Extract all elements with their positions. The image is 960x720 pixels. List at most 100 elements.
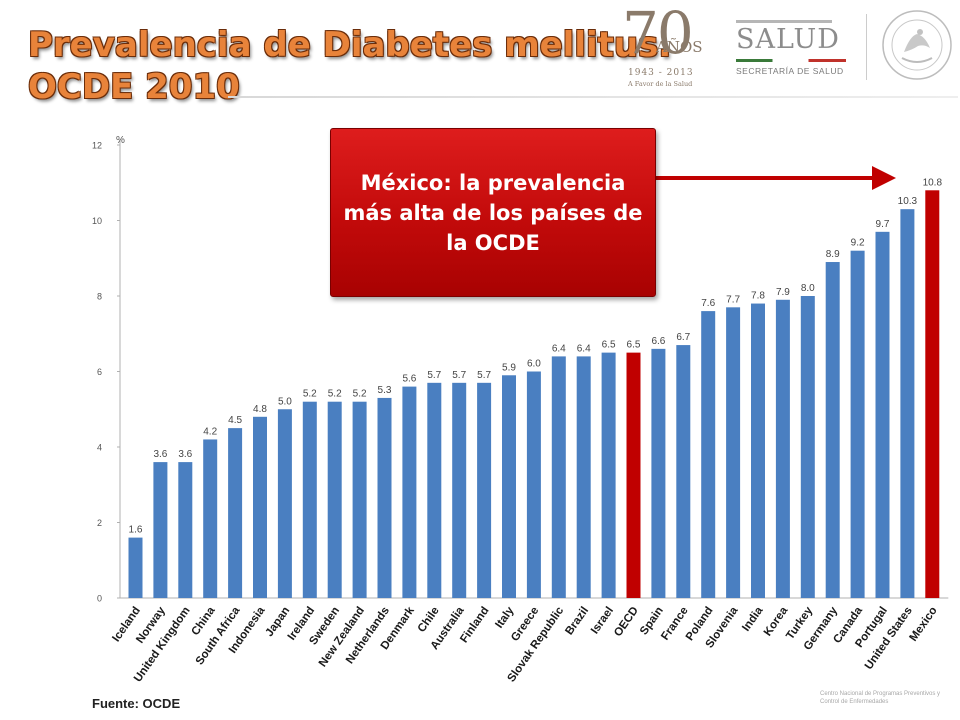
bar-australia [452, 382, 467, 598]
data-label: 7.8 [751, 291, 765, 302]
y-tick-label: 10 [92, 216, 102, 226]
data-label: 4.5 [228, 415, 242, 426]
data-label: 4.2 [203, 426, 217, 437]
bar-new-zealand [352, 401, 367, 598]
bar-spain [651, 348, 666, 598]
bar-finland [477, 382, 492, 598]
bar-oecd [626, 352, 641, 598]
data-label: 10.8 [923, 177, 943, 188]
data-label: 3.6 [153, 449, 167, 460]
data-label: 5.3 [378, 385, 392, 396]
bar-south-africa [228, 428, 243, 598]
bar-mexico [925, 190, 940, 599]
bar-china [203, 439, 218, 598]
ministry-name: SALUD [736, 24, 840, 55]
slide-title: Prevalencia de Diabetes mellitus. OCDE 2… [28, 24, 671, 108]
bar-germany [825, 262, 840, 598]
data-label: 9.2 [851, 238, 865, 249]
data-label: 6.6 [651, 336, 665, 347]
bar-japan [277, 409, 292, 598]
callout-text: México: la prevalencia más alta de los p… [343, 170, 643, 255]
data-label: 6.5 [602, 340, 616, 351]
ministry-logo: SALUD SECRETARÍA DE SALUD [722, 10, 852, 80]
bar-united-states [900, 209, 915, 599]
bar-chile [427, 382, 442, 598]
bar-sweden [327, 401, 342, 598]
bar-poland [701, 311, 716, 598]
bar-italy [502, 375, 516, 598]
data-label: 7.7 [726, 294, 740, 305]
anniversary-word: AÑOS [656, 38, 703, 56]
data-label: 5.7 [452, 370, 466, 381]
anniversary-logo: 70 AÑOS 1943 - 2013 A Favor de la Salud [622, 2, 704, 90]
data-label: 4.8 [253, 404, 267, 415]
data-label: 7.6 [701, 298, 715, 309]
y-tick-label: 0 [97, 594, 102, 604]
bar-greece [526, 371, 541, 598]
x-tick-label: Italy [493, 604, 516, 630]
bar-canada [850, 250, 865, 598]
data-label: 5.7 [427, 370, 441, 381]
data-label: 10.3 [898, 196, 918, 207]
data-label: 5.0 [278, 396, 292, 407]
bar-portugal [875, 231, 890, 598]
x-tick-label: Brazil [563, 605, 591, 638]
data-label: 8.9 [826, 249, 840, 260]
data-label: 5.7 [477, 370, 491, 381]
title-divider [228, 96, 958, 98]
anniversary-number: 70 [622, 0, 694, 67]
data-label: 5.2 [328, 389, 342, 400]
bar-israel [601, 352, 616, 598]
callout-arrow-icon [654, 166, 896, 190]
bar-slovenia [726, 307, 741, 598]
y-tick-label: 8 [97, 292, 102, 302]
y-tick-label: 12 [92, 141, 102, 151]
data-label: 3.6 [178, 449, 192, 460]
data-label: 8.0 [801, 283, 815, 294]
bar-norway [153, 462, 168, 598]
bar-turkey [800, 296, 815, 598]
x-tick-label: India [740, 604, 766, 633]
ministry-subtitle: SECRETARÍA DE SALUD [736, 66, 844, 76]
data-label: 9.7 [876, 219, 890, 230]
data-label: 7.9 [776, 287, 790, 298]
y-tick-label: 6 [97, 367, 102, 377]
bar-netherlands [377, 397, 392, 598]
bar-iceland [128, 537, 143, 598]
bar-indonesia [253, 416, 267, 598]
data-label: 5.2 [303, 389, 317, 400]
bar-india [751, 303, 765, 598]
ministry-logo-rule [736, 20, 832, 23]
y-tick-label: 2 [97, 518, 102, 528]
bar-denmark [402, 386, 417, 598]
prevalence-chart: % 0 2 4 6 8 10 12 1.6 Iceland 3.6 Norway 3.6 United K… [80, 128, 950, 688]
data-label: 1.6 [129, 525, 143, 536]
bar-france [676, 345, 691, 598]
x-tick-label: OECD [612, 605, 641, 639]
bar-korea [775, 299, 790, 598]
bar-brazil [576, 356, 591, 598]
mexico-callout: México: la prevalencia más alta de los p… [330, 128, 656, 297]
bar-slovak-republic [551, 356, 566, 598]
source-note: Fuente: OCDE [92, 696, 181, 711]
national-seal-icon [882, 10, 952, 80]
data-label: 6.7 [676, 332, 690, 343]
slide-title-line1: Prevalencia de Diabetes mellitus. [28, 25, 672, 65]
bar-united-kingdom [178, 462, 193, 598]
logo-divider [866, 14, 867, 80]
y-axis-unit: % [116, 135, 125, 146]
data-label: 6.0 [527, 359, 541, 370]
bar-ireland [302, 401, 317, 598]
footer-logo: Centro Nacional de Programas Preventivos… [820, 691, 941, 705]
data-label: 5.2 [353, 389, 367, 400]
data-label: 6.5 [627, 340, 641, 351]
slide-title-line2: OCDE 2010 [28, 67, 240, 107]
anniversary-tagline: A Favor de la Salud [628, 80, 693, 88]
anniversary-years: 1943 - 2013 [628, 68, 694, 78]
ministry-flag-stripe [736, 59, 846, 62]
data-label: 6.4 [577, 343, 591, 354]
data-label: 5.9 [502, 362, 516, 373]
data-label: 5.6 [402, 374, 416, 385]
data-label: 6.4 [552, 343, 566, 354]
